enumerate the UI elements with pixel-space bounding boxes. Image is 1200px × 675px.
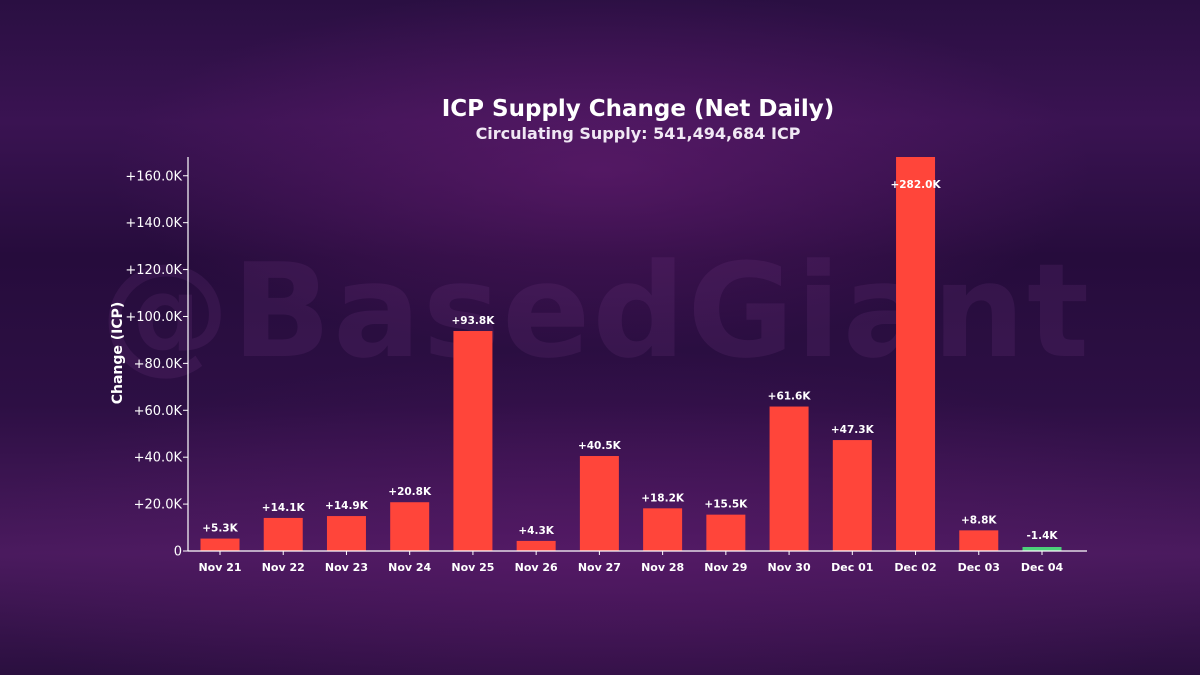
bar-dec-04 (1022, 547, 1062, 551)
x-tick-label: Dec 03 (958, 561, 1000, 574)
bar-nov-25 (453, 331, 493, 551)
data-label: +47.3K (831, 424, 875, 436)
y-tick-label: +100.0K (125, 310, 182, 325)
x-tick-label: Nov 27 (578, 561, 621, 574)
data-label: +61.6K (768, 391, 812, 403)
x-tick-label: Nov 22 (262, 561, 305, 574)
bar-nov-27 (579, 456, 619, 551)
x-tick-label: Dec 04 (1021, 561, 1064, 574)
x-tick-label: Nov 26 (515, 561, 558, 574)
y-tick-label: +80.0K (134, 357, 183, 372)
data-label: +14.1K (262, 502, 306, 514)
x-tick-label: Nov 29 (704, 561, 747, 574)
bar-nov-29 (706, 514, 746, 551)
y-tick-label: +120.0K (125, 263, 182, 278)
bar-nov-30 (769, 406, 809, 551)
bar-nov-21 (200, 538, 240, 551)
data-label: +282.0K (890, 179, 941, 191)
data-label: +5.3K (202, 523, 238, 535)
x-tick-label: Nov 23 (325, 561, 368, 574)
data-label: +93.8K (452, 315, 496, 327)
x-tick-label: Nov 21 (198, 561, 241, 574)
data-label: +20.8K (388, 486, 432, 498)
data-label: -1.4K (1026, 530, 1058, 542)
chart-title: ICP Supply Change (Net Daily) (441, 96, 835, 122)
chart-subtitle: Circulating Supply: 541,494,684 ICP (475, 124, 801, 143)
x-tick-label: Nov 25 (451, 561, 494, 574)
y-tick-label: +140.0K (125, 216, 182, 231)
x-tick-label: Dec 01 (831, 561, 873, 574)
x-tick-label: Nov 30 (768, 561, 811, 574)
y-tick-label: +160.0K (125, 169, 182, 184)
bar-dec-03 (959, 530, 999, 551)
y-tick-label: +40.0K (134, 451, 183, 466)
bar-nov-28 (643, 508, 683, 551)
x-tick-label: Dec 02 (894, 561, 936, 574)
data-label: +14.9K (325, 500, 369, 512)
data-label: +40.5K (578, 440, 622, 452)
y-tick-label: +20.0K (134, 498, 183, 513)
y-tick-label: 0 (174, 545, 182, 560)
bar-nov-24 (390, 502, 430, 551)
x-tick-label: Nov 28 (641, 561, 684, 574)
bar-nov-23 (326, 516, 366, 551)
data-label: +15.5K (704, 499, 748, 511)
data-label: +18.2K (641, 492, 685, 504)
data-label: +8.8K (961, 514, 997, 526)
bar-dec-01 (832, 440, 872, 551)
y-tick-label: +60.0K (134, 404, 183, 419)
data-label: +4.3K (518, 525, 554, 537)
bar-dec-02 (896, 157, 936, 551)
x-tick-label: Nov 24 (388, 561, 431, 574)
bar-nov-22 (263, 517, 303, 551)
bar-nov-26 (516, 540, 556, 551)
